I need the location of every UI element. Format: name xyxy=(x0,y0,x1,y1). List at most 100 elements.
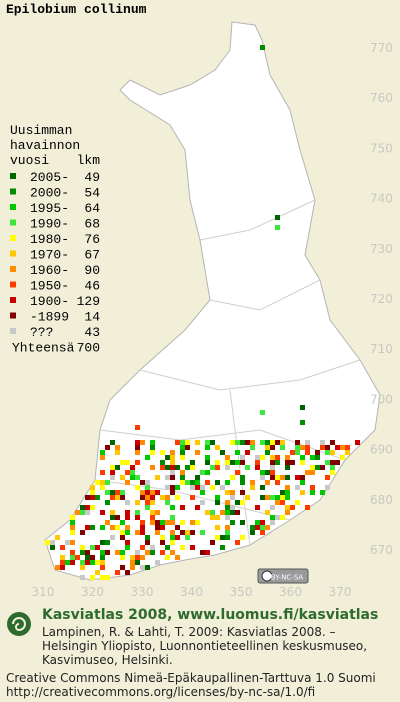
record-square xyxy=(105,490,110,495)
record-square xyxy=(75,510,80,515)
record-square xyxy=(85,550,90,555)
record-square xyxy=(170,520,175,525)
record-square xyxy=(265,440,270,445)
record-square xyxy=(180,455,185,460)
record-square xyxy=(240,500,245,505)
record-square xyxy=(205,550,210,555)
record-square xyxy=(265,525,270,530)
record-square xyxy=(155,510,160,515)
record-square xyxy=(260,470,265,475)
record-square xyxy=(185,440,190,445)
record-square xyxy=(225,525,230,530)
record-square xyxy=(275,515,280,520)
record-square xyxy=(220,450,225,455)
record-square xyxy=(120,550,125,555)
record-square xyxy=(175,485,180,490)
record-square xyxy=(290,460,295,465)
record-square xyxy=(225,505,230,510)
record-square xyxy=(115,445,120,450)
record-square xyxy=(225,515,230,520)
record-square xyxy=(110,490,115,495)
record-square xyxy=(140,480,145,485)
record-square xyxy=(265,470,270,475)
record-square xyxy=(140,490,145,495)
record-square xyxy=(185,445,190,450)
record-square xyxy=(255,460,260,465)
record-square xyxy=(235,440,240,445)
record-square xyxy=(260,530,265,535)
record-square xyxy=(265,450,270,455)
record-square xyxy=(280,515,285,520)
record-square xyxy=(175,525,180,530)
record-square xyxy=(195,450,200,455)
record-square xyxy=(270,515,275,520)
record-square xyxy=(205,455,210,460)
record-square xyxy=(195,485,200,490)
record-square xyxy=(140,545,145,550)
record-square xyxy=(180,475,185,480)
record-square xyxy=(140,530,145,535)
record-square xyxy=(150,510,155,515)
record-square xyxy=(235,470,240,475)
record-square xyxy=(100,565,105,570)
record-square xyxy=(110,525,115,530)
record-square xyxy=(130,560,135,565)
record-square xyxy=(150,520,155,525)
record-square xyxy=(135,425,140,430)
record-square xyxy=(135,560,140,565)
record-square xyxy=(85,495,90,500)
record-square xyxy=(70,550,75,555)
record-square xyxy=(80,560,85,565)
record-square xyxy=(235,450,240,455)
record-square xyxy=(250,480,255,485)
record-square xyxy=(280,440,285,445)
record-square xyxy=(165,485,170,490)
record-square xyxy=(220,545,225,550)
record-square xyxy=(170,455,175,460)
record-square xyxy=(285,455,290,460)
record-square xyxy=(325,475,330,480)
record-square xyxy=(120,530,125,535)
legend-label: 2000- xyxy=(30,186,69,201)
record-square xyxy=(275,475,280,480)
record-square xyxy=(275,215,280,220)
record-square xyxy=(245,450,250,455)
y-tick-label: 710 xyxy=(370,342,393,356)
record-square xyxy=(80,575,85,580)
record-square xyxy=(170,485,175,490)
record-square xyxy=(305,470,310,475)
record-square xyxy=(120,495,125,500)
record-square xyxy=(175,440,180,445)
record-square xyxy=(280,475,285,480)
record-square xyxy=(120,520,125,525)
record-square xyxy=(330,465,335,470)
record-square xyxy=(325,485,330,490)
record-square xyxy=(85,505,90,510)
record-square xyxy=(290,505,295,510)
record-square xyxy=(180,480,185,485)
record-square xyxy=(270,465,275,470)
record-square xyxy=(225,490,230,495)
record-square xyxy=(190,530,195,535)
record-square xyxy=(90,555,95,560)
record-square xyxy=(120,490,125,495)
record-square xyxy=(125,515,130,520)
record-square xyxy=(270,475,275,480)
record-square xyxy=(70,525,75,530)
record-square xyxy=(205,510,210,515)
y-tick-label: 680 xyxy=(370,493,393,507)
record-square xyxy=(50,545,55,550)
record-square xyxy=(230,490,235,495)
legend-swatch xyxy=(10,250,16,257)
record-square xyxy=(210,485,215,490)
record-square xyxy=(240,480,245,485)
legend-count: 43 xyxy=(84,325,100,340)
record-square xyxy=(225,530,230,535)
record-square xyxy=(155,525,160,530)
record-square xyxy=(135,510,140,515)
record-square xyxy=(355,440,360,445)
record-square xyxy=(140,520,145,525)
record-square xyxy=(150,550,155,555)
record-square xyxy=(125,500,130,505)
record-square xyxy=(65,560,70,565)
